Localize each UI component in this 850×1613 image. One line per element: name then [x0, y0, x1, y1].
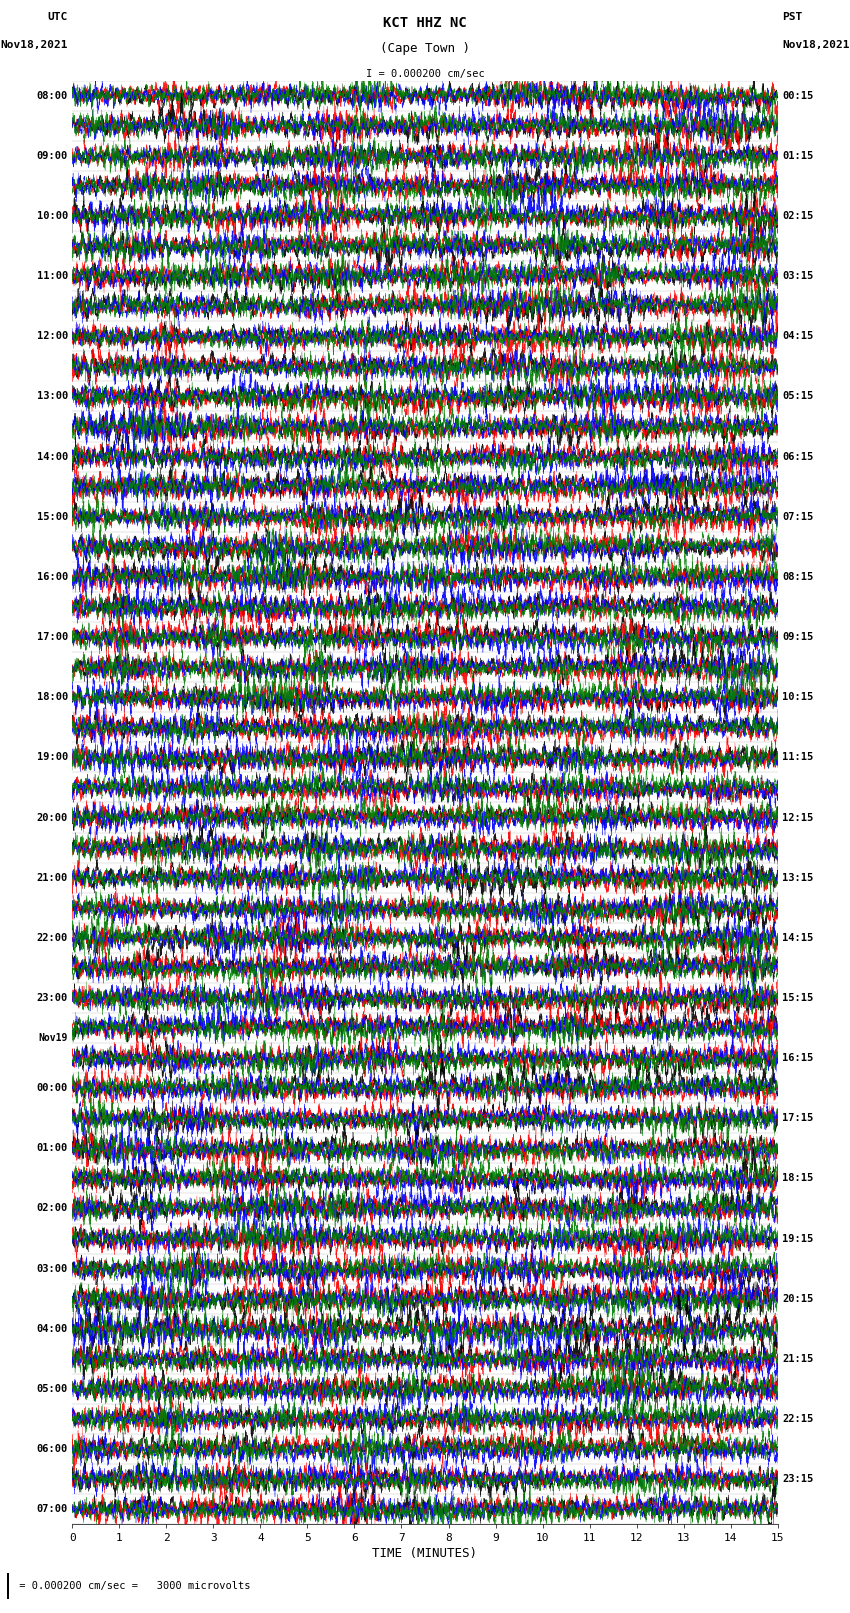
Text: 07:15: 07:15 — [782, 511, 813, 521]
Text: 23:15: 23:15 — [782, 1474, 813, 1484]
Text: Nov18,2021: Nov18,2021 — [1, 40, 68, 50]
Text: 06:15: 06:15 — [782, 452, 813, 461]
Text: 11:00: 11:00 — [37, 271, 68, 281]
Text: 03:15: 03:15 — [782, 271, 813, 281]
X-axis label: TIME (MINUTES): TIME (MINUTES) — [372, 1547, 478, 1560]
Text: 10:15: 10:15 — [782, 692, 813, 702]
Text: Nov18,2021: Nov18,2021 — [782, 40, 849, 50]
Text: Nov19: Nov19 — [38, 1032, 68, 1044]
Text: 00:15: 00:15 — [782, 90, 813, 100]
Text: 21:15: 21:15 — [782, 1353, 813, 1365]
Text: 07:00: 07:00 — [37, 1505, 68, 1515]
Text: 15:00: 15:00 — [37, 511, 68, 521]
Text: 11:15: 11:15 — [782, 752, 813, 763]
Text: 06:00: 06:00 — [37, 1444, 68, 1453]
Text: 09:15: 09:15 — [782, 632, 813, 642]
Text: 17:15: 17:15 — [782, 1113, 813, 1123]
Text: 19:15: 19:15 — [782, 1234, 813, 1244]
Text: 14:00: 14:00 — [37, 452, 68, 461]
Text: 14:15: 14:15 — [782, 932, 813, 944]
Text: 12:15: 12:15 — [782, 813, 813, 823]
Text: 22:00: 22:00 — [37, 932, 68, 944]
Text: 02:00: 02:00 — [37, 1203, 68, 1213]
Text: 17:00: 17:00 — [37, 632, 68, 642]
Text: 16:00: 16:00 — [37, 573, 68, 582]
Text: 09:00: 09:00 — [37, 152, 68, 161]
Text: 16:15: 16:15 — [782, 1053, 813, 1063]
Text: 04:00: 04:00 — [37, 1324, 68, 1334]
Text: 08:15: 08:15 — [782, 573, 813, 582]
Text: 08:00: 08:00 — [37, 90, 68, 100]
Text: 13:15: 13:15 — [782, 873, 813, 882]
Text: KCT HHZ NC: KCT HHZ NC — [383, 16, 467, 31]
Text: 22:15: 22:15 — [782, 1415, 813, 1424]
Text: 10:00: 10:00 — [37, 211, 68, 221]
Text: 05:00: 05:00 — [37, 1384, 68, 1394]
Text: PST: PST — [782, 11, 802, 23]
Text: 13:00: 13:00 — [37, 392, 68, 402]
Text: 19:00: 19:00 — [37, 752, 68, 763]
Text: 03:00: 03:00 — [37, 1263, 68, 1274]
Text: I = 0.000200 cm/sec: I = 0.000200 cm/sec — [366, 69, 484, 79]
Text: 23:00: 23:00 — [37, 994, 68, 1003]
Text: UTC: UTC — [48, 11, 68, 23]
Text: (Cape Town ): (Cape Town ) — [380, 42, 470, 55]
Text: 20:00: 20:00 — [37, 813, 68, 823]
Text: 18:00: 18:00 — [37, 692, 68, 702]
Text: 01:00: 01:00 — [37, 1144, 68, 1153]
Text: 01:15: 01:15 — [782, 152, 813, 161]
Text: = 0.000200 cm/sec =   3000 microvolts: = 0.000200 cm/sec = 3000 microvolts — [13, 1581, 250, 1592]
Text: 04:15: 04:15 — [782, 331, 813, 342]
Text: 05:15: 05:15 — [782, 392, 813, 402]
Text: 20:15: 20:15 — [782, 1294, 813, 1303]
Text: 15:15: 15:15 — [782, 994, 813, 1003]
Text: 12:00: 12:00 — [37, 331, 68, 342]
Text: 02:15: 02:15 — [782, 211, 813, 221]
Text: 21:00: 21:00 — [37, 873, 68, 882]
Text: 18:15: 18:15 — [782, 1173, 813, 1184]
Text: 00:00: 00:00 — [37, 1084, 68, 1094]
